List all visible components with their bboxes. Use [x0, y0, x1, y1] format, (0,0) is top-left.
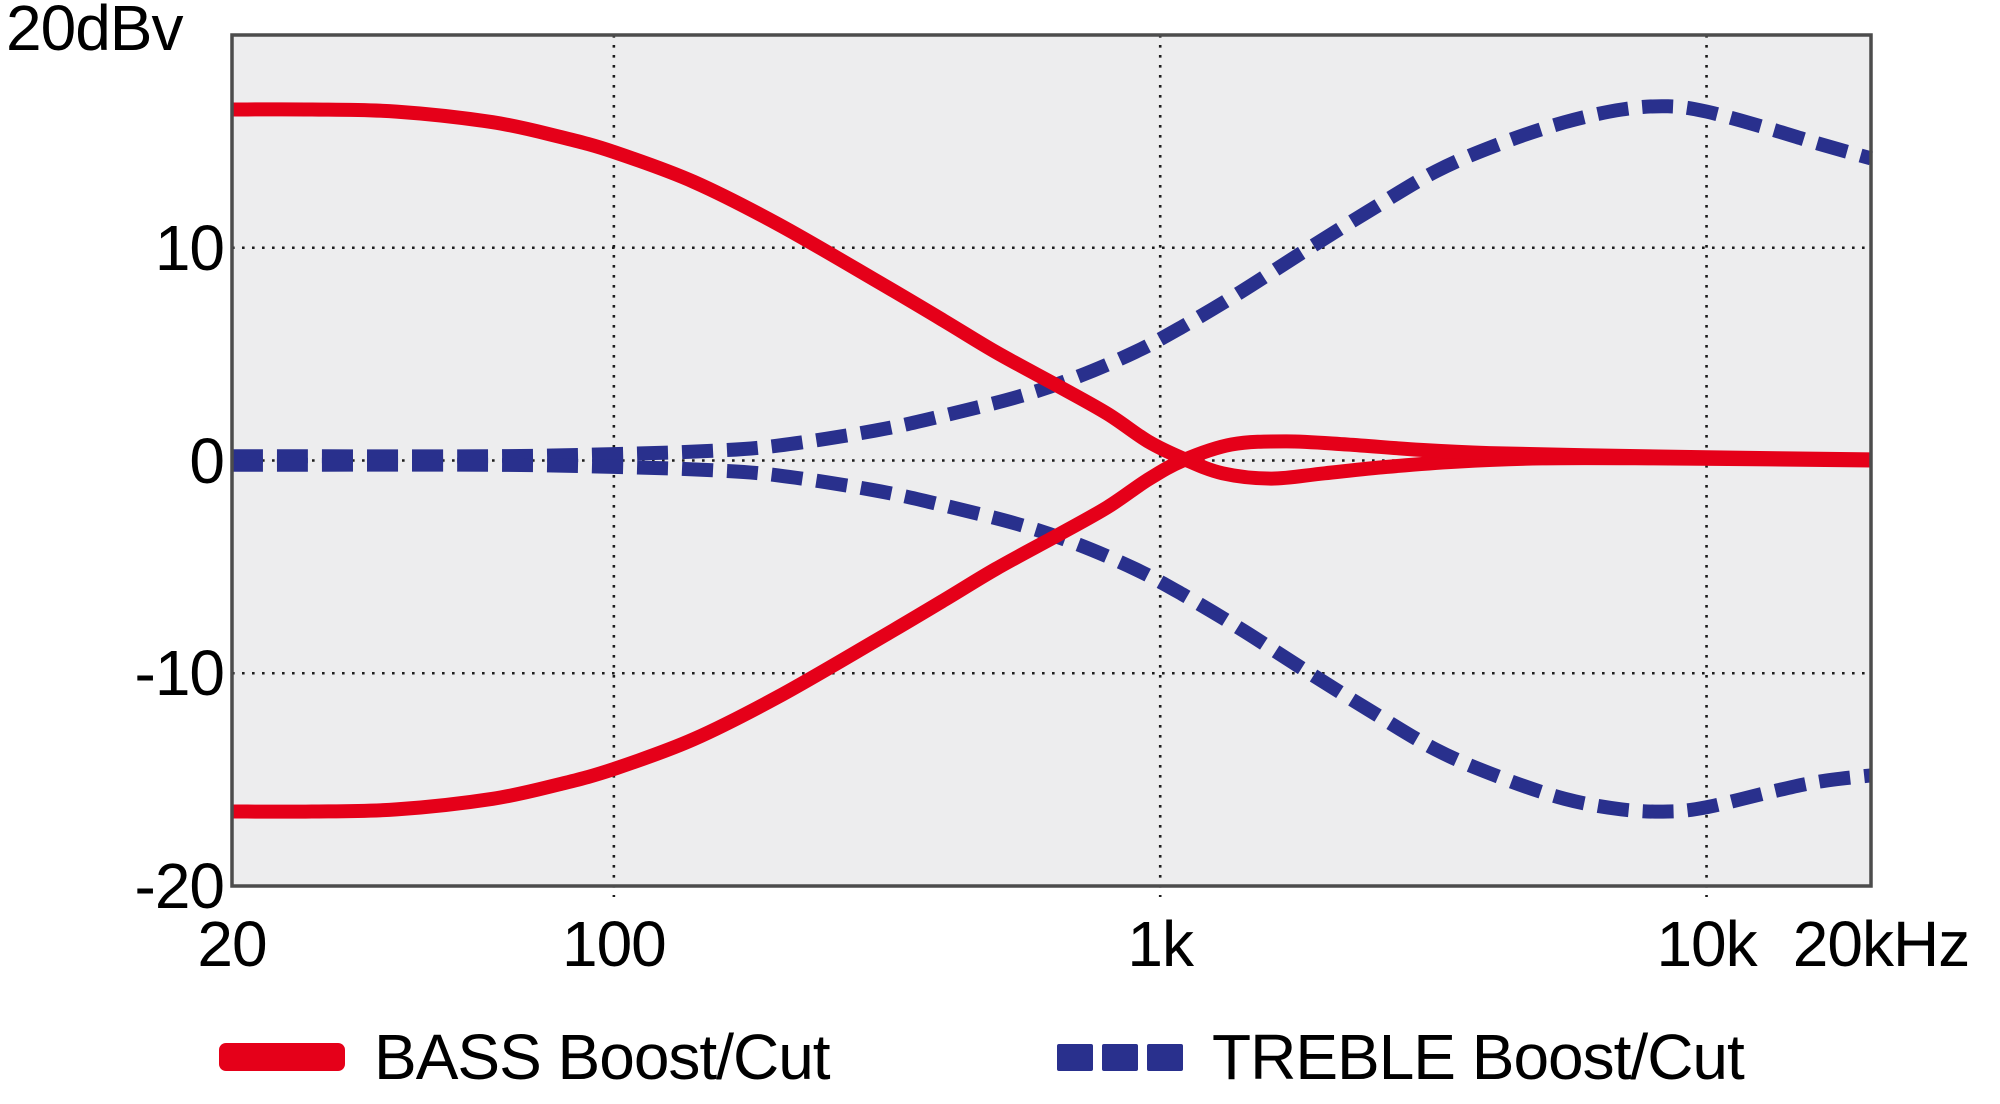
- treble-dash-segment: [1057, 1043, 1093, 1071]
- treble-dashed-line-swatch: [1057, 1043, 1183, 1071]
- treble-dash-segment: [1102, 1043, 1138, 1071]
- y-tick-label-10: 10: [154, 211, 225, 284]
- legend-item-treble: TREBLE Boost/Cut: [1057, 1014, 1745, 1100]
- y-tick-label-0: 0: [189, 424, 225, 497]
- y-tick-label--10: -10: [134, 637, 226, 710]
- legend: BASS Boost/Cut TREBLE Boost/Cut: [0, 1014, 2000, 1100]
- bass-solid-line-swatch: [219, 1043, 345, 1071]
- x-tick-label-1k: 1k: [1127, 908, 1194, 980]
- legend-label-bass: BASS Boost/Cut: [374, 1021, 831, 1093]
- x-tick-label-20: 20: [197, 908, 267, 980]
- y-tick-label--20: -20: [134, 850, 226, 922]
- bass-cut-curve: [231, 434, 1872, 819]
- x-tick-label-10k: 10k: [1656, 908, 1757, 980]
- treble-boost-curve: [231, 99, 1873, 464]
- legend-label-treble: TREBLE Boost/Cut: [1212, 1021, 1745, 1093]
- legend-item-bass: BASS Boost/Cut: [219, 1014, 831, 1100]
- treble-cut-curve: [231, 457, 1872, 819]
- y-axis-unit-label: 20dBv: [6, 0, 183, 64]
- x-tick-label-20kHz: 20kHz: [1792, 908, 1970, 980]
- treble-dash-segment: [1147, 1043, 1183, 1071]
- x-tick-label-100: 100: [561, 908, 667, 980]
- plot-border: [230, 33, 1873, 888]
